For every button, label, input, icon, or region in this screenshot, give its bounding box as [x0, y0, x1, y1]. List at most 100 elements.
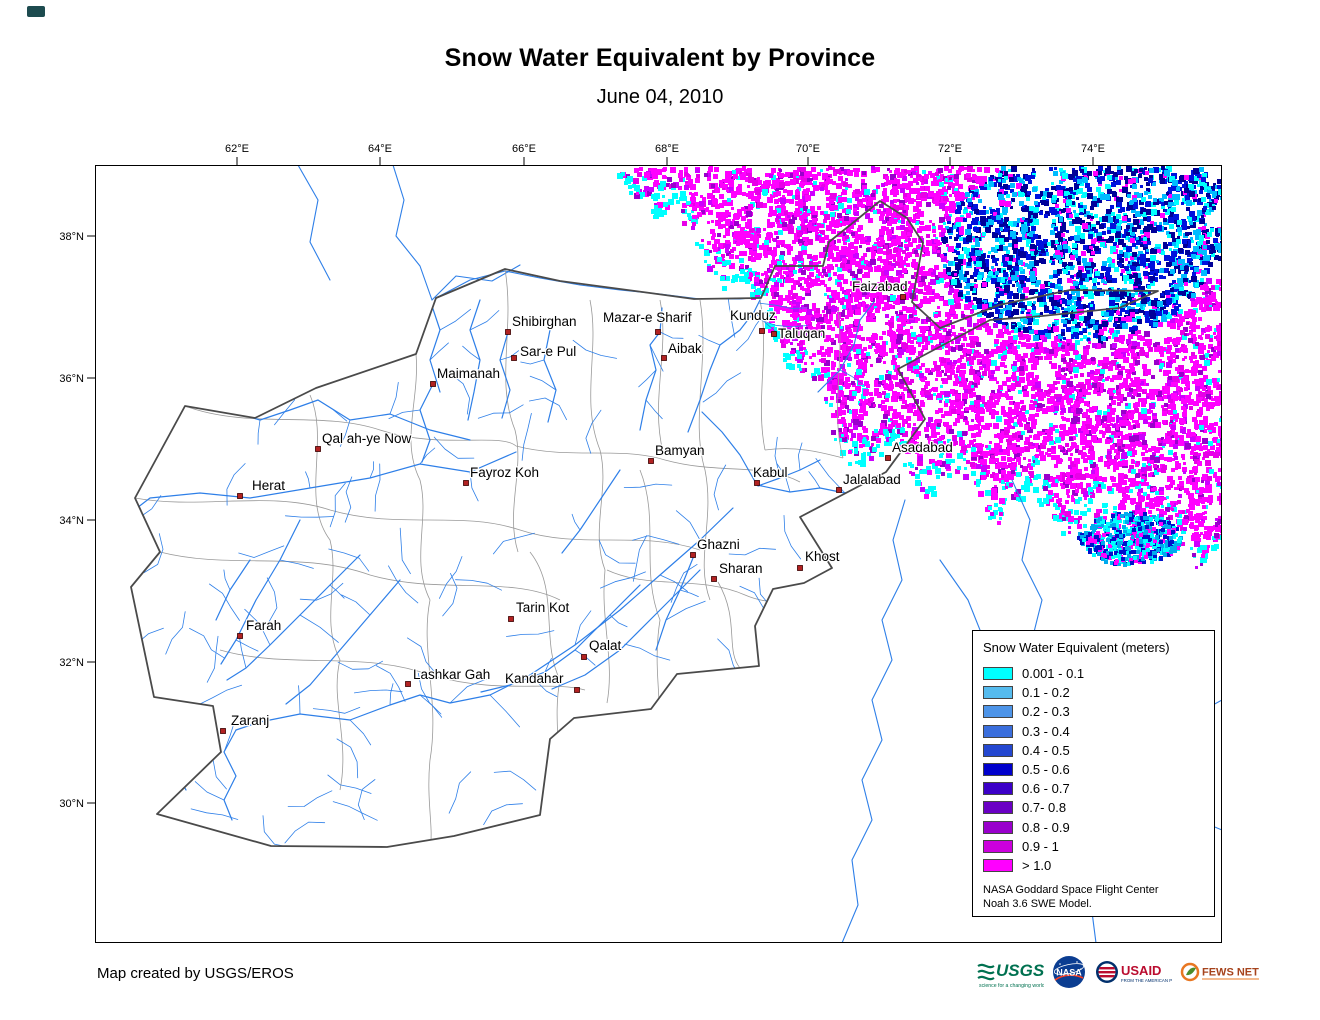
city-label: Herat	[252, 478, 285, 493]
legend-row: 0.4 - 0.5	[983, 741, 1204, 760]
legend-class-label: 0.2 - 0.3	[1022, 704, 1070, 720]
nasa-swoosh-icon	[1054, 974, 1084, 981]
legend-swatch	[983, 743, 1013, 757]
legend-swatch	[983, 820, 1013, 834]
legend-row: > 1.0	[983, 856, 1204, 875]
map-frame	[95, 165, 1222, 943]
legend-class-label: 0.7- 0.8	[1022, 800, 1067, 816]
city-dot	[220, 728, 226, 734]
legend-swatch	[983, 686, 1013, 700]
legend-row: 0.6 - 0.7	[983, 779, 1204, 798]
city-dot	[430, 381, 436, 387]
usaid-tagline: FROM THE AMERICAN PEOPLE	[1121, 978, 1172, 983]
legend-title: Snow Water Equivalent (meters)	[983, 640, 1170, 655]
city-label: Qal ah-ye Now	[322, 431, 412, 446]
logo-strip: USGS science for a changing world NASA U…	[976, 954, 1263, 990]
nasa-wordmark: NASA	[1056, 968, 1082, 978]
city-label: Kunduz	[730, 308, 776, 323]
fewsnet-logo: FEWS NET	[1180, 962, 1259, 982]
city-dot	[574, 687, 580, 693]
city-label: Qalat	[589, 638, 622, 653]
usaid-logo: USAID FROM THE AMERICAN PEOPLE	[1096, 961, 1172, 983]
city-label: Ghazni	[697, 537, 740, 552]
city-label: Aibak	[668, 341, 702, 356]
city-label: Taluqan	[778, 326, 825, 341]
usgs-logo: USGS science for a changing world	[977, 961, 1044, 989]
city-label: Shibirghan	[512, 314, 577, 329]
legend-class-label: 0.001 - 0.1	[1022, 666, 1085, 682]
screen-artifact	[27, 6, 45, 17]
legend-row: 0.7- 0.8	[983, 798, 1204, 817]
city-label: Maimanah	[437, 366, 500, 381]
fewsnet-leaf-icon	[1186, 967, 1196, 976]
usgs-wave-icon	[977, 963, 995, 981]
city-label: Lashkar Gah	[413, 667, 490, 682]
city-label: Sar-e Pul	[520, 344, 576, 359]
legend-class-label: 0.3 - 0.4	[1022, 723, 1070, 739]
usgs-wordmark: USGS	[996, 961, 1044, 980]
city-dot	[759, 328, 765, 334]
map-credit: Map created by USGS/EROS	[97, 965, 294, 982]
city-dot	[655, 329, 661, 335]
city-label: Faizabad	[852, 279, 908, 294]
legend-row: 0.9 - 1	[983, 837, 1204, 856]
legend-row: 0.3 - 0.4	[983, 722, 1204, 741]
legend-row: 0.1 - 0.2	[983, 683, 1204, 702]
legend-row: 0.5 - 0.6	[983, 760, 1204, 779]
fewsnet-wordmark: FEWS NET	[1202, 967, 1259, 979]
legend-class-label: > 1.0	[1022, 857, 1052, 873]
legend-class-label: 0.9 - 1	[1022, 838, 1059, 854]
city-dot	[771, 331, 777, 337]
city-dot	[237, 493, 243, 499]
legend-swatch	[983, 801, 1013, 815]
legend: Snow Water Equivalent (meters) 0.001 - 0…	[972, 630, 1215, 917]
city-dot	[511, 355, 517, 361]
usaid-wordmark: USAID	[1121, 963, 1161, 978]
city-dot	[508, 616, 514, 622]
city-label: Mazar-e Sharif	[603, 310, 692, 325]
legend-row: 0.8 - 0.9	[983, 818, 1204, 837]
city-label: Bamyan	[655, 443, 705, 458]
legend-swatch	[983, 763, 1013, 777]
city-label: Farah	[246, 618, 281, 633]
city-label: Tarin Kot	[516, 600, 570, 615]
city-dot	[463, 480, 469, 486]
city-dot	[836, 487, 842, 493]
legend-class-label: 0.1 - 0.2	[1022, 685, 1070, 701]
afghanistan-border	[130, 200, 1159, 848]
city-label: Kabul	[753, 465, 788, 480]
legend-swatch	[983, 782, 1013, 796]
graticule-ticks: 62°E 64°E 66°E 68°E 70°E 72°E 74°E38°N36°N34°N…	[59, 143, 1105, 810]
legend-swatch	[983, 705, 1013, 719]
legend-note-line2: Noah 3.6 SWE Model.	[983, 898, 1092, 911]
usgs-tagline: science for a changing world	[979, 983, 1044, 989]
city-label: Sharan	[719, 561, 763, 576]
city-dot	[754, 480, 760, 486]
city-label: Khost	[805, 549, 840, 564]
legend-class-label: 0.4 - 0.5	[1022, 742, 1070, 758]
legend-row: 0.2 - 0.3	[983, 702, 1204, 721]
city-dot	[237, 633, 243, 639]
legend-swatch	[983, 667, 1013, 681]
legend-swatch	[983, 724, 1013, 738]
legend-note-line1: NASA Goddard Space Flight Center	[983, 884, 1159, 897]
city-dot	[648, 458, 654, 464]
legend-row: 0.001 - 0.1	[983, 664, 1204, 683]
legend-class-label: 0.8 - 0.9	[1022, 819, 1070, 835]
legend-class-label: 0.6 - 0.7	[1022, 781, 1070, 797]
city-dot	[900, 294, 906, 300]
city-label: Kandahar	[505, 671, 564, 686]
fewsnet-ring-icon	[1180, 962, 1200, 982]
city-dot	[690, 552, 696, 558]
page-title: Snow Water Equivalent by Province	[444, 44, 876, 72]
nasa-logo: NASA	[1053, 956, 1085, 988]
city-label: Zaranj	[231, 713, 269, 728]
city-dot	[885, 455, 891, 461]
city-dot	[505, 329, 511, 335]
legend-class-label: 0.5 - 0.6	[1022, 762, 1070, 778]
city-dot	[315, 446, 321, 452]
city-dot	[405, 681, 411, 687]
legend-swatch	[983, 858, 1013, 872]
